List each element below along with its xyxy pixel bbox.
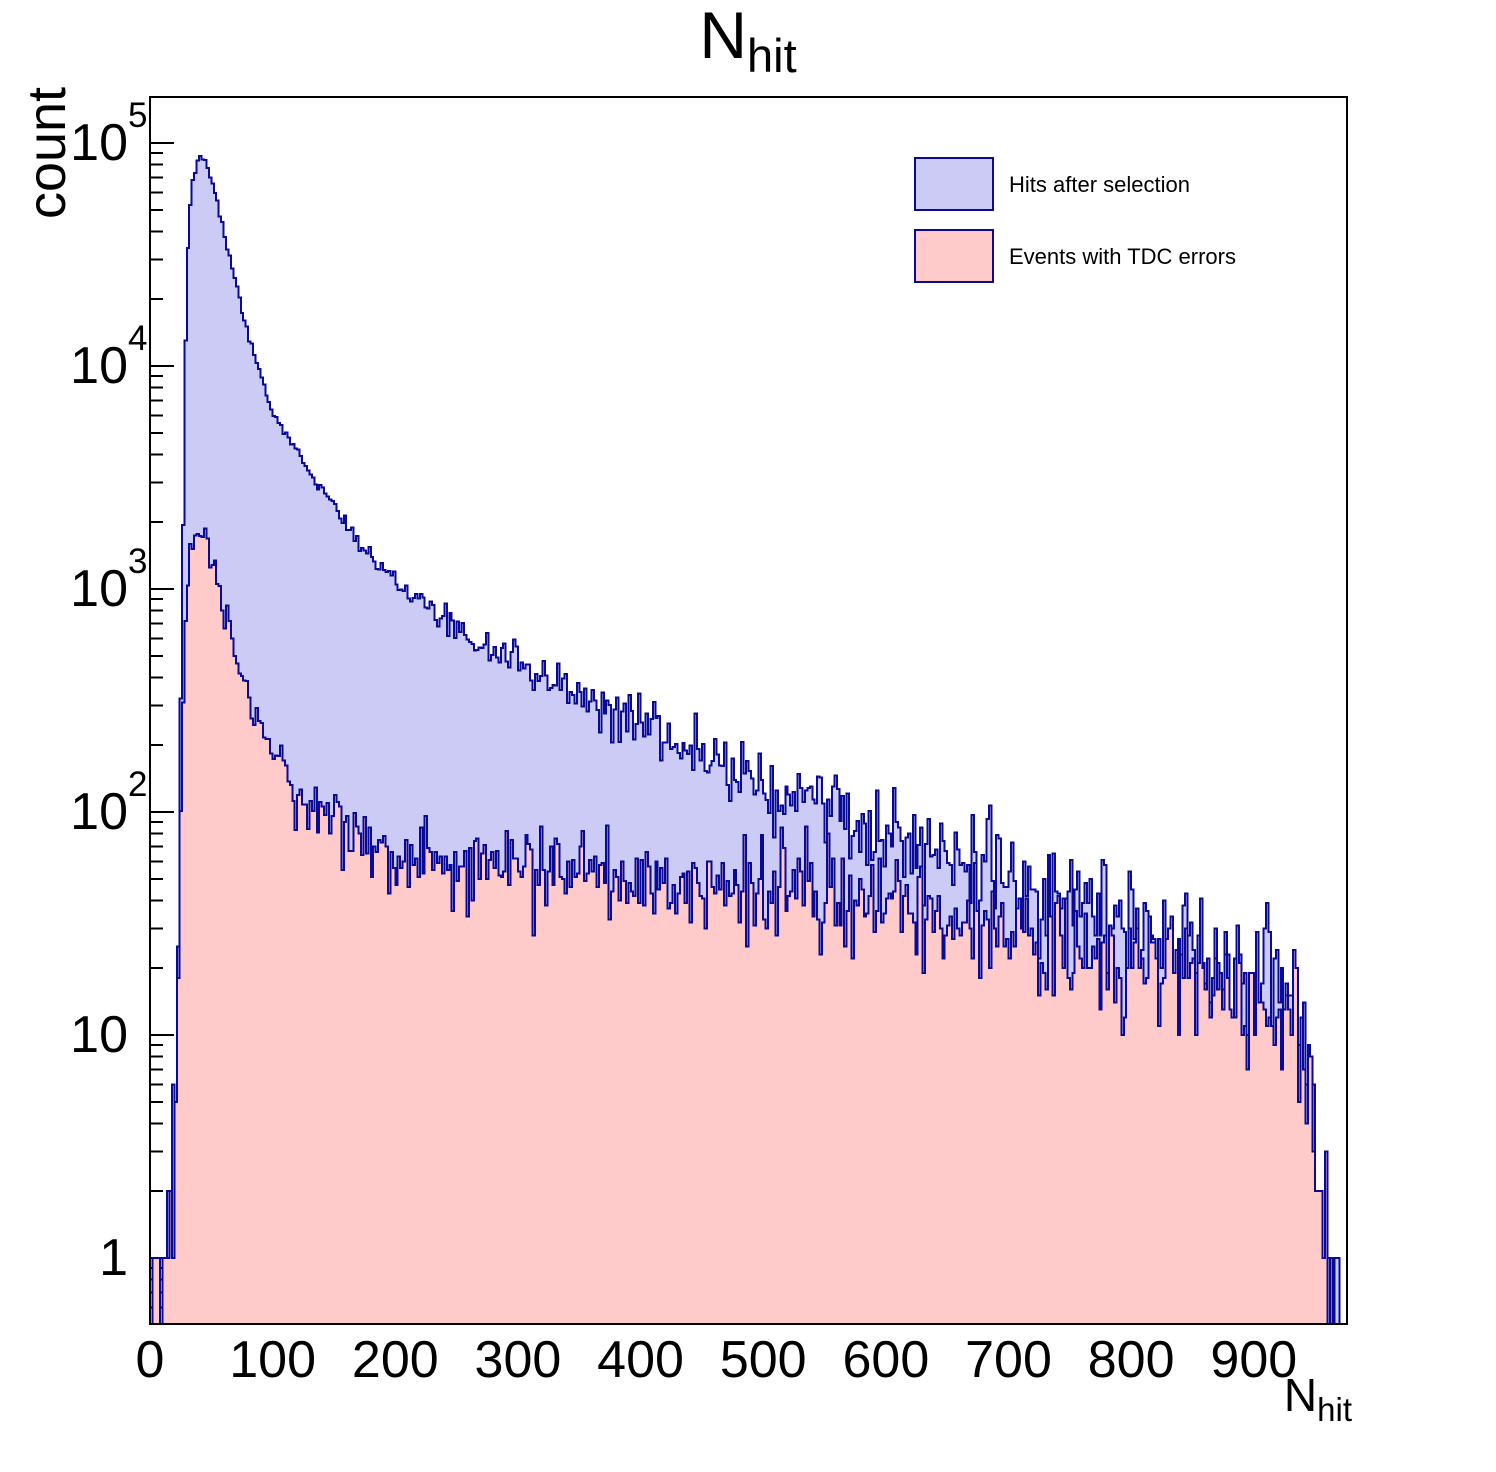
y-tick-label: 1 [99,1229,128,1287]
x-tick-label: 800 [1087,1331,1175,1389]
x-tick-label: 900 [1210,1331,1298,1389]
x-axis-title-subscript: hit [1317,1391,1352,1428]
x-tick-label: 600 [842,1331,930,1389]
x-tick-label: 200 [351,1331,439,1389]
x-tick-label: 400 [597,1331,684,1389]
plot-title-main: N [699,0,748,72]
x-tick-label: 0 [135,1331,165,1389]
legend-label-hits-after-selection: Hits after selection [1009,172,1190,197]
x-tick-label: 700 [965,1331,1052,1389]
y-tick-label: 10 4 [70,318,148,395]
y-tick-label: 10 3 [70,541,148,618]
x-tick-label: 300 [474,1331,562,1389]
y-tick-label: 10 5 [70,95,148,172]
y-tick-label: 10 2 [70,764,148,841]
legend-label-events-with-tdc-errors: Events with TDC errors [1009,244,1236,269]
plot-title-subscript: hit [747,29,797,82]
histogram-series-1 [150,527,1347,1325]
y-tick-label: 10 [70,1006,128,1064]
plot-title: Nhit [699,2,796,79]
legend-swatch-1 [914,229,994,283]
x-tick-label: 100 [229,1331,317,1389]
x-tick-label: 500 [719,1331,807,1389]
legend-swatch-0 [914,157,994,211]
x-axis-title-main: N [1283,1369,1318,1421]
x-axis-title: Nhit [1284,1372,1352,1426]
